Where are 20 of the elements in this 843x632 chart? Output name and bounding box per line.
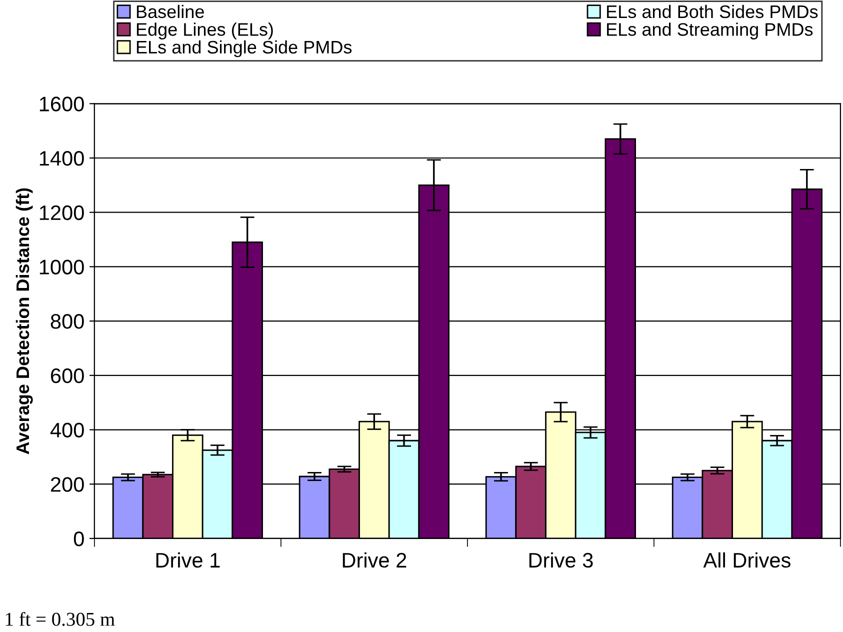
y-tick-label: 600 [50, 368, 84, 384]
text: 1 ft = 0.305 m [6, 612, 115, 626]
y-tick-label: 800 [50, 314, 84, 329]
legend-label: ELs and Single Side PMDs [136, 40, 352, 58]
y-axis-title: Average Detection Distance (ft) [16, 188, 33, 454]
x-tick-label: Drive 1 [156, 552, 220, 568]
x-tick-label: All Drives [703, 552, 790, 568]
y-tick-label: 0 [74, 531, 84, 546]
y-tick-label: 1600 [40, 96, 84, 112]
y-tick-label: 400 [50, 422, 84, 438]
x-tick-label: Drive 3 [529, 552, 593, 568]
y-tick-label: 200 [50, 477, 84, 492]
y-tick-label: 1200 [40, 205, 84, 220]
legend-label: Edge Lines (ELs) [136, 22, 273, 40]
legend-label: Baseline [136, 4, 204, 18]
x-tick-label: Drive 2 [342, 552, 406, 568]
legend-label: ELs and Streaming PMDs [607, 22, 813, 40]
y-tick-label: 1400 [40, 151, 84, 166]
y-tick-label: 1000 [40, 260, 84, 274]
legend-label: ELs and Both Sides PMDs [607, 4, 818, 18]
